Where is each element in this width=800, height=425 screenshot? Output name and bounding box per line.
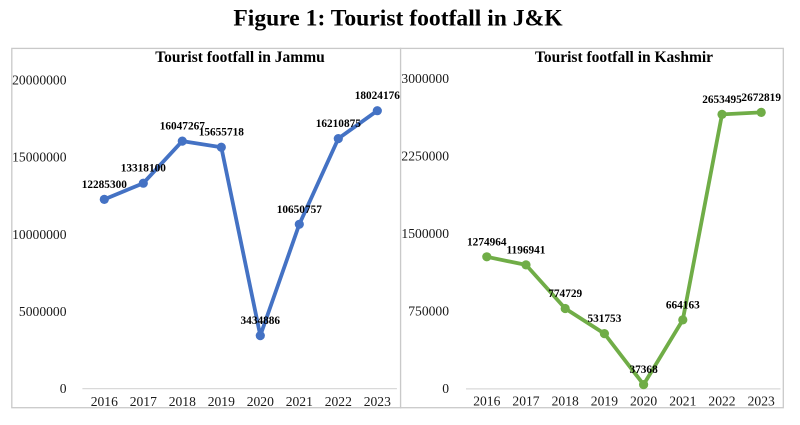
svg-text:15655718: 15655718 (199, 127, 245, 139)
svg-text:531753: 531753 (587, 313, 621, 325)
svg-text:37368: 37368 (629, 364, 658, 376)
svg-text:2017: 2017 (512, 394, 539, 409)
svg-text:3000000: 3000000 (401, 71, 449, 86)
svg-text:Tourist footfall in Jammu: Tourist footfall in Jammu (155, 49, 325, 66)
svg-text:0: 0 (442, 381, 449, 396)
svg-text:2017: 2017 (130, 394, 157, 409)
svg-text:1196941: 1196941 (507, 244, 546, 256)
svg-text:2018: 2018 (169, 394, 196, 409)
svg-text:15000000: 15000000 (12, 150, 67, 165)
svg-text:2653495: 2653495 (702, 94, 742, 106)
svg-text:3434886: 3434886 (241, 315, 281, 327)
svg-text:774729: 774729 (548, 288, 582, 300)
svg-text:10650757: 10650757 (277, 204, 323, 216)
svg-text:2021: 2021 (669, 394, 696, 409)
svg-text:750000: 750000 (408, 303, 449, 318)
svg-text:2021: 2021 (286, 394, 313, 409)
svg-text:2020: 2020 (630, 394, 657, 409)
svg-text:12285300: 12285300 (82, 179, 128, 191)
svg-text:1500000: 1500000 (401, 226, 449, 241)
svg-text:2019: 2019 (208, 394, 235, 409)
svg-text:0: 0 (60, 381, 67, 396)
svg-text:10000000: 10000000 (12, 227, 67, 242)
svg-text:2019: 2019 (591, 394, 618, 409)
svg-text:2020: 2020 (247, 394, 274, 409)
svg-text:2023: 2023 (364, 394, 391, 409)
svg-text:2023: 2023 (748, 394, 775, 409)
svg-text:2018: 2018 (552, 394, 579, 409)
svg-text:2016: 2016 (473, 394, 500, 409)
svg-text:2022: 2022 (325, 394, 352, 409)
svg-text:16210875: 16210875 (316, 118, 362, 130)
svg-text:2022: 2022 (708, 394, 735, 409)
svg-text:5000000: 5000000 (19, 304, 67, 319)
svg-text:664163: 664163 (666, 299, 700, 311)
svg-text:2672819: 2672819 (741, 92, 781, 104)
svg-text:2250000: 2250000 (401, 148, 449, 163)
svg-text:13318100: 13318100 (121, 163, 167, 175)
svg-text:16047267: 16047267 (160, 121, 206, 133)
svg-text:20000000: 20000000 (12, 73, 67, 88)
svg-text:1274964: 1274964 (467, 236, 507, 248)
svg-text:Tourist footfall in Kashmir: Tourist footfall in Kashmir (535, 49, 713, 66)
svg-text:2016: 2016 (91, 394, 118, 409)
svg-text:18024176: 18024176 (355, 90, 401, 102)
svg-text:Figure 1: Tourist footfall in: Figure 1: Tourist footfall in J&K (233, 5, 563, 31)
